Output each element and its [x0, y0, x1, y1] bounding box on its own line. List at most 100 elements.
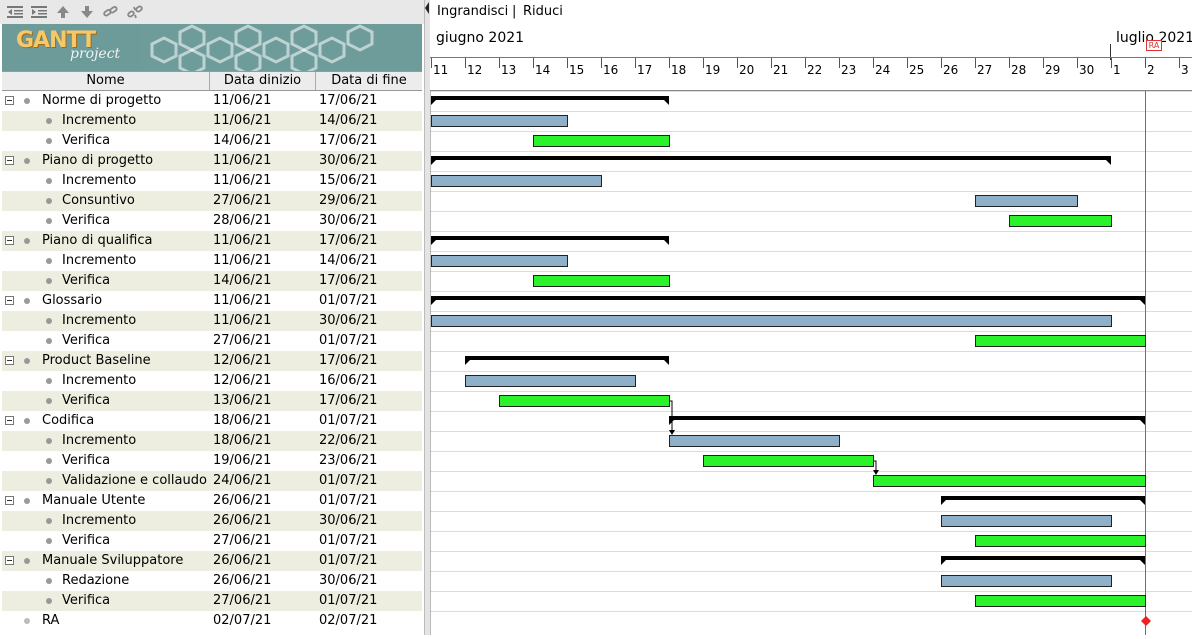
- summary-bar-left-cap[interactable]: [431, 240, 436, 245]
- verify-task-bar[interactable]: [975, 535, 1146, 547]
- task-end-date[interactable]: 17/06/21: [319, 353, 378, 368]
- task-name[interactable]: RA: [42, 613, 60, 628]
- task-row[interactable]: Incremento 12/06/21 16/06/21: [2, 371, 422, 391]
- summary-bar-right-cap[interactable]: [1140, 300, 1145, 305]
- collapse-toggle-icon[interactable]: [5, 496, 14, 505]
- task-row[interactable]: Verifica 27/06/21 01/07/21: [2, 531, 422, 551]
- verify-task-bar[interactable]: [533, 275, 670, 287]
- task-row[interactable]: Piano di progetto 11/06/21 30/06/21: [2, 151, 422, 171]
- task-start-date[interactable]: 26/06/21: [213, 573, 272, 588]
- task-bar[interactable]: [669, 435, 840, 447]
- task-start-date[interactable]: 14/06/21: [213, 273, 272, 288]
- summary-bar-left-cap[interactable]: [465, 360, 470, 365]
- task-name[interactable]: Norme di progetto: [42, 93, 162, 108]
- task-row[interactable]: Manuale Utente 26/06/21 01/07/21: [2, 491, 422, 511]
- task-row[interactable]: Verifica 27/06/21 01/07/21: [2, 591, 422, 611]
- task-start-date[interactable]: 24/06/21: [213, 473, 272, 488]
- task-start-date[interactable]: 27/06/21: [213, 333, 272, 348]
- task-end-date[interactable]: 17/06/21: [319, 393, 378, 408]
- task-end-date[interactable]: 01/07/21: [319, 533, 378, 548]
- collapse-toggle-icon[interactable]: [5, 416, 14, 425]
- task-row[interactable]: Product Baseline 12/06/21 17/06/21: [2, 351, 422, 371]
- task-start-date[interactable]: 27/06/21: [213, 193, 272, 208]
- task-end-date[interactable]: 01/07/21: [319, 493, 378, 508]
- task-name[interactable]: Verifica: [62, 593, 111, 608]
- summary-bar[interactable]: [669, 416, 1145, 420]
- task-end-date[interactable]: 30/06/21: [319, 313, 378, 328]
- milestone-diamond[interactable]: [1141, 616, 1151, 626]
- task-row[interactable]: Verifica 14/06/21 17/06/21: [2, 271, 422, 291]
- outdent-icon[interactable]: [6, 3, 24, 21]
- task-end-date[interactable]: 30/06/21: [319, 213, 378, 228]
- task-start-date[interactable]: 11/06/21: [213, 173, 272, 188]
- task-end-date[interactable]: 29/06/21: [319, 193, 378, 208]
- task-name[interactable]: Codifica: [42, 413, 95, 428]
- task-name[interactable]: Incremento: [62, 513, 137, 528]
- summary-bar[interactable]: [431, 296, 1145, 300]
- summary-bar[interactable]: [941, 496, 1145, 500]
- task-row[interactable]: Verifica 19/06/21 23/06/21: [2, 451, 422, 471]
- task-name[interactable]: Incremento: [62, 253, 137, 268]
- summary-bar[interactable]: [431, 236, 669, 240]
- summary-bar-right-cap[interactable]: [1140, 500, 1145, 505]
- summary-bar-left-cap[interactable]: [431, 300, 436, 305]
- task-end-date[interactable]: 30/06/21: [319, 513, 378, 528]
- task-start-date[interactable]: 11/06/21: [213, 93, 272, 108]
- task-name[interactable]: Manuale Sviluppatore: [42, 553, 184, 568]
- task-end-date[interactable]: 23/06/21: [319, 453, 378, 468]
- summary-bar-right-cap[interactable]: [1140, 560, 1145, 565]
- task-name[interactable]: Validazione e collaudo: [62, 473, 207, 488]
- verify-task-bar[interactable]: [703, 455, 874, 467]
- collapse-toggle-icon[interactable]: [5, 96, 14, 105]
- task-name[interactable]: Incremento: [62, 313, 137, 328]
- task-start-date[interactable]: 11/06/21: [213, 233, 272, 248]
- task-row[interactable]: Incremento 11/06/21 14/06/21: [2, 111, 422, 131]
- task-bar[interactable]: [941, 515, 1112, 527]
- unlink-icon[interactable]: [126, 3, 144, 21]
- verify-task-bar[interactable]: [975, 335, 1146, 347]
- column-header-name[interactable]: Nome: [2, 72, 210, 90]
- task-name[interactable]: Piano di progetto: [42, 153, 154, 168]
- task-end-date[interactable]: 30/06/21: [319, 153, 378, 168]
- task-row[interactable]: Norme di progetto 11/06/21 17/06/21: [2, 91, 422, 111]
- task-start-date[interactable]: 02/07/21: [213, 613, 272, 628]
- collapse-toggle-icon[interactable]: [5, 556, 14, 565]
- verify-task-bar[interactable]: [533, 135, 670, 147]
- task-row[interactable]: Verifica 13/06/21 17/06/21: [2, 391, 422, 411]
- task-bar[interactable]: [431, 175, 602, 187]
- collapse-toggle-icon[interactable]: [5, 236, 14, 245]
- task-start-date[interactable]: 26/06/21: [213, 553, 272, 568]
- verify-task-bar[interactable]: [499, 395, 670, 407]
- task-bar[interactable]: [431, 315, 1112, 327]
- task-end-date[interactable]: 15/06/21: [319, 173, 378, 188]
- summary-bar-right-cap[interactable]: [664, 240, 669, 245]
- collapse-toggle-icon[interactable]: [5, 156, 14, 165]
- task-name[interactable]: Redazione: [62, 573, 130, 588]
- task-bar[interactable]: [975, 195, 1078, 207]
- summary-bar[interactable]: [431, 96, 669, 100]
- task-end-date[interactable]: 01/07/21: [319, 333, 378, 348]
- link-icon[interactable]: [102, 3, 120, 21]
- task-end-date[interactable]: 01/07/21: [319, 473, 378, 488]
- task-bar[interactable]: [941, 575, 1112, 587]
- verify-task-bar[interactable]: [975, 595, 1146, 607]
- summary-bar-left-cap[interactable]: [941, 560, 946, 565]
- task-bar[interactable]: [465, 375, 636, 387]
- task-start-date[interactable]: 27/06/21: [213, 533, 272, 548]
- task-row[interactable]: Manuale Sviluppatore 26/06/21 01/07/21: [2, 551, 422, 571]
- task-row[interactable]: Verifica 14/06/21 17/06/21: [2, 131, 422, 151]
- summary-bar[interactable]: [465, 356, 669, 360]
- task-row[interactable]: Validazione e collaudo 24/06/21 01/07/21: [2, 471, 422, 491]
- task-end-date[interactable]: 22/06/21: [319, 433, 378, 448]
- arrow-down-icon[interactable]: [78, 3, 96, 21]
- task-name[interactable]: Manuale Utente: [42, 493, 146, 508]
- task-row[interactable]: Incremento 18/06/21 22/06/21: [2, 431, 422, 451]
- task-start-date[interactable]: 26/06/21: [213, 513, 272, 528]
- task-end-date[interactable]: 17/06/21: [319, 233, 378, 248]
- task-name[interactable]: Verifica: [62, 133, 111, 148]
- summary-bar-right-cap[interactable]: [1106, 160, 1111, 165]
- task-end-date[interactable]: 02/07/21: [319, 613, 378, 628]
- task-start-date[interactable]: 13/06/21: [213, 393, 272, 408]
- summary-bar-left-cap[interactable]: [431, 160, 436, 165]
- task-name[interactable]: Incremento: [62, 113, 137, 128]
